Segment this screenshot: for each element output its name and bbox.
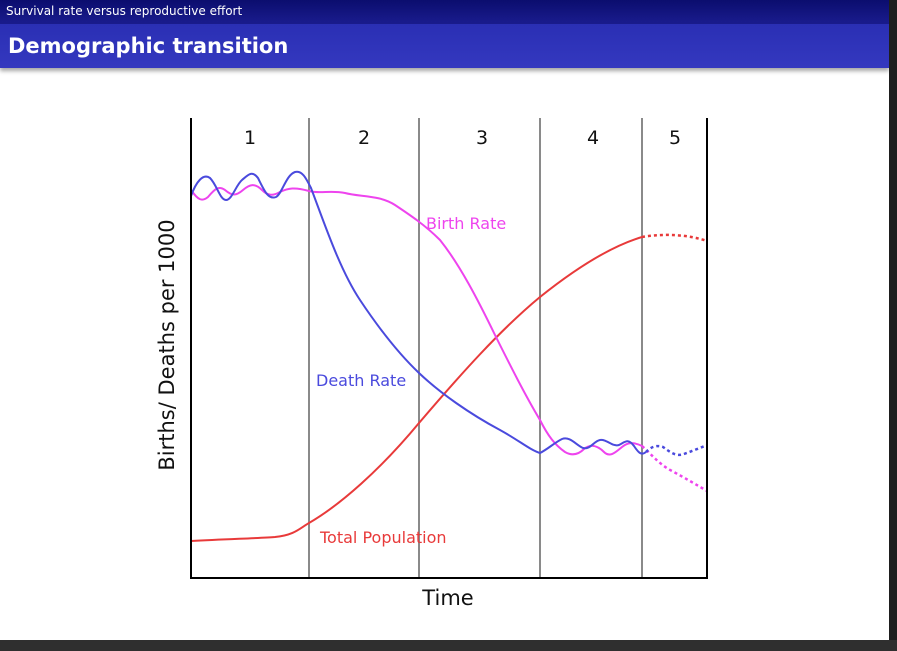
section-bar: Survival rate versus reproductive effort — [0, 0, 889, 24]
total-population-label: Total Population — [319, 528, 447, 547]
total-population-projection — [641, 233, 708, 243]
stage-label-5: 5 — [669, 127, 681, 149]
death-rate-curve — [190, 170, 647, 455]
stage-label-1: 1 — [244, 127, 256, 149]
y-axis-title: Births/ Deaths per 1000 — [155, 219, 179, 470]
death-rate-projection — [645, 443, 708, 457]
title-bar: Demographic transition — [0, 24, 889, 68]
stage-label-3: 3 — [476, 127, 488, 149]
death-rate-label: Death Rate — [316, 371, 406, 390]
demographic-transition-diagram: 1 2 3 4 5 Birth Rate Death Rate Total Po… — [155, 118, 708, 610]
birth-rate-curve — [190, 184, 643, 456]
x-axis-title: Time — [421, 586, 473, 610]
slide-title: Demographic transition — [8, 34, 289, 58]
stage-label-4: 4 — [587, 127, 599, 149]
slide: Survival rate versus reproductive effort… — [0, 0, 889, 640]
birth-rate-projection — [641, 445, 708, 493]
window-edge-bottom — [0, 640, 897, 651]
total-population-curve — [190, 236, 643, 542]
stage-label-2: 2 — [358, 127, 370, 149]
window-edge-right — [889, 0, 897, 651]
birth-rate-label: Birth Rate — [426, 214, 506, 233]
section-title: Survival rate versus reproductive effort — [6, 4, 243, 18]
